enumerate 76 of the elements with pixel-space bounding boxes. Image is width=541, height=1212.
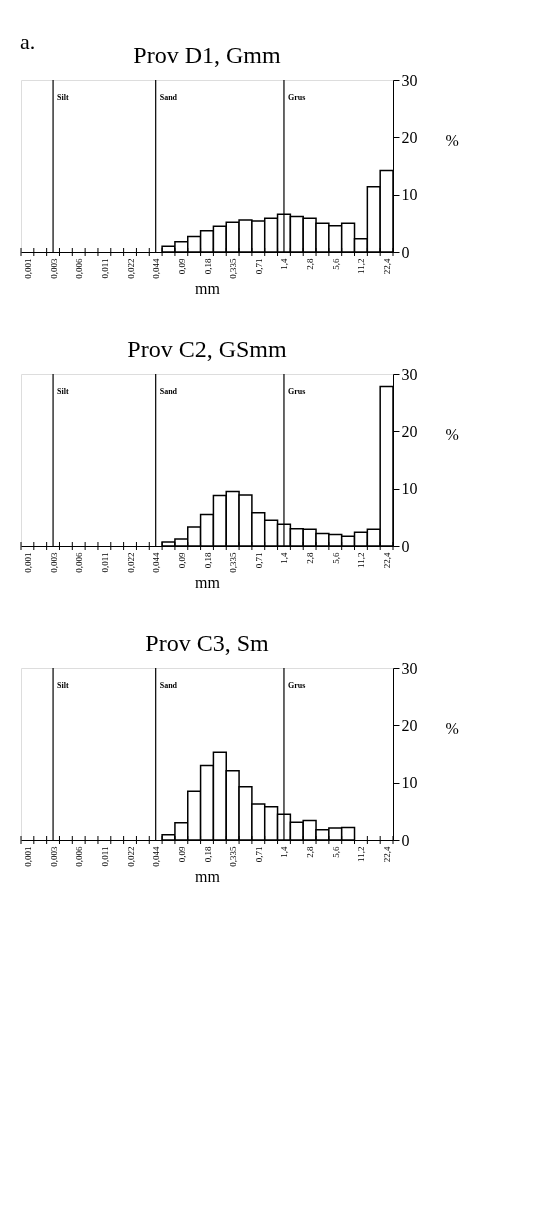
text: a. xyxy=(20,28,36,54)
x-tick-label: 0,71 xyxy=(253,552,264,569)
x-tick-label: 5,6 xyxy=(330,552,341,564)
x-tick-label: 0,09 xyxy=(176,846,187,863)
x-tick-label: 0,71 xyxy=(253,258,264,275)
x-tick-label: 0,001 xyxy=(22,552,33,573)
x-tick-label: 0,022 xyxy=(125,258,136,279)
x-tick-label: 0,18 xyxy=(202,552,213,569)
x-tick-label: 0,006 xyxy=(74,846,85,867)
x-tick-label: 0,022 xyxy=(125,552,136,573)
x-tick-label: 22,4 xyxy=(382,552,393,569)
y-tick-label: 20 xyxy=(401,422,418,440)
x-tick-label: 0,71 xyxy=(253,846,264,863)
x-tick-label: 0,006 xyxy=(74,552,85,573)
y-tick-label: 20 xyxy=(401,716,418,734)
x-tick-label: 0,335 xyxy=(228,846,239,867)
x-tick-label: 0,022 xyxy=(125,846,136,867)
ref-line-label: Silt xyxy=(57,387,69,396)
y-tick-label: 10 xyxy=(401,774,418,792)
x-tick-label: 22,4 xyxy=(382,846,393,863)
ref-line-label: Sand xyxy=(159,93,178,102)
y-tick-label: 10 xyxy=(401,480,418,498)
x-tick-label: 0,003 xyxy=(48,846,59,867)
y-axis-title: % xyxy=(445,719,459,737)
x-tick-label: 0,006 xyxy=(74,258,85,279)
y-tick-label: 20 xyxy=(401,128,418,146)
ref-line-label: Sand xyxy=(159,387,178,396)
y-tick-label: 0 xyxy=(401,243,410,261)
x-tick-label: 2,8 xyxy=(305,258,316,270)
y-tick-label: 0 xyxy=(401,831,410,849)
x-tick-label: 0,335 xyxy=(228,258,239,279)
chart-title: Prov C3, Sm xyxy=(145,630,270,656)
x-axis-title: mm xyxy=(195,279,221,297)
x-tick-label: 0,044 xyxy=(151,846,162,867)
y-tick-label: 30 xyxy=(401,365,418,383)
ref-line-label: Grus xyxy=(287,681,306,690)
x-tick-label: 0,09 xyxy=(176,552,187,569)
x-tick-label: 11,2 xyxy=(356,552,367,568)
x-tick-label: 0,003 xyxy=(48,552,59,573)
y-tick-label: 30 xyxy=(401,659,418,677)
y-axis-title: % xyxy=(445,425,459,443)
x-tick-label: 0,011 xyxy=(99,846,110,867)
x-tick-label: 0,001 xyxy=(22,258,33,279)
ref-line-label: Silt xyxy=(57,681,69,690)
ref-line-label: Silt xyxy=(57,93,69,102)
x-tick-label: 2,8 xyxy=(305,846,316,858)
ref-line-label: Sand xyxy=(159,681,178,690)
x-tick-label: 0,335 xyxy=(228,552,239,573)
x-tick-label: 5,6 xyxy=(330,258,341,270)
chart-title: Prov C2, GSmm xyxy=(127,336,288,362)
x-tick-label: 0,011 xyxy=(99,258,110,279)
x-tick-label: 5,6 xyxy=(330,846,341,858)
x-tick-label: 11,2 xyxy=(356,258,367,274)
y-tick-label: 10 xyxy=(401,186,418,204)
x-tick-label: 0,011 xyxy=(99,552,110,573)
ref-line-label: Grus xyxy=(287,387,306,396)
x-tick-label: 0,044 xyxy=(151,258,162,279)
x-tick-label: 1,4 xyxy=(279,552,290,564)
chart-title: Prov D1, Gmm xyxy=(133,42,281,68)
x-tick-label: 0,18 xyxy=(202,258,213,275)
x-tick-label: 22,4 xyxy=(382,258,393,275)
y-tick-label: 0 xyxy=(401,537,410,555)
x-tick-label: 0,044 xyxy=(151,552,162,573)
x-tick-label: 1,4 xyxy=(279,846,290,858)
y-tick-label: 30 xyxy=(401,71,418,89)
ref-line-label: Grus xyxy=(287,93,306,102)
x-tick-label: 11,2 xyxy=(356,846,367,862)
x-tick-label: 0,09 xyxy=(176,258,187,275)
y-axis-title: % xyxy=(445,131,459,149)
x-axis-title: mm xyxy=(195,573,221,591)
x-tick-label: 0,001 xyxy=(22,846,33,867)
x-tick-label: 0,18 xyxy=(202,846,213,863)
x-axis-title: mm xyxy=(195,867,221,885)
x-tick-label: 0,003 xyxy=(48,258,59,279)
x-tick-label: 1,4 xyxy=(279,258,290,270)
x-tick-label: 2,8 xyxy=(305,552,316,564)
